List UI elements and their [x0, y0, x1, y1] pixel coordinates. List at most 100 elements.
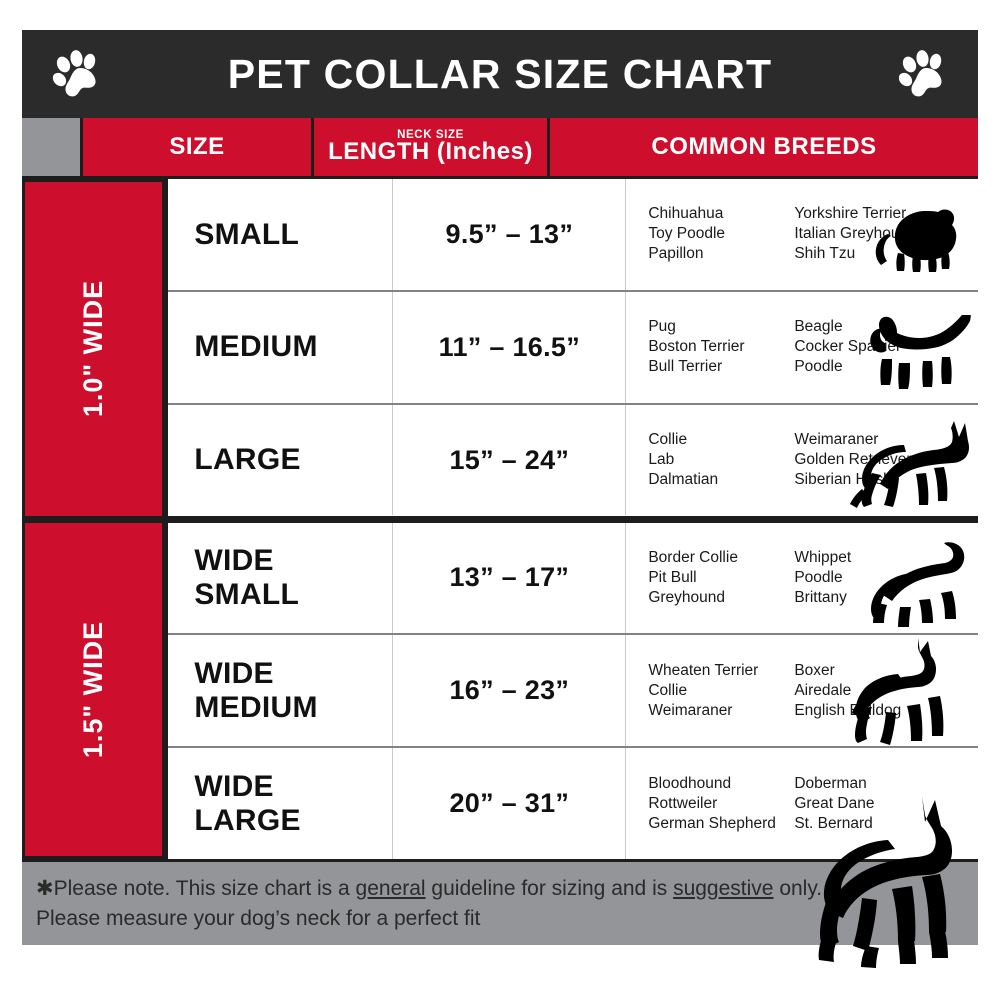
size-group-1-0-wide: SMALL 9.5” – 13” Chihuahua Toy Poodle Pa…: [168, 179, 978, 516]
width-band-1-5: 1.5" WIDE: [25, 522, 163, 856]
footer-note: ✱Please note. This size chart is a gener…: [22, 859, 978, 945]
cell-length: 16” – 23”: [393, 635, 627, 747]
chart-frame: PET COLLAR SIZE CHART SIZE: [22, 30, 978, 975]
footer-line-1: ✱Please note. This size chart is a gener…: [36, 874, 964, 904]
breed-item: Poodle: [794, 568, 843, 586]
breed-item: English Bulldog: [794, 701, 902, 719]
breed-item: Pug: [648, 318, 676, 336]
table-row: WIDE LARGE 20” – 31” Bloodhound Rottweil…: [168, 746, 978, 859]
breed-item: Poodle: [794, 358, 843, 376]
cell-length: 13” – 17”: [393, 522, 627, 634]
column-header-breeds-label: COMMON BREEDS: [651, 132, 877, 160]
breed-item: Lab: [648, 451, 675, 469]
cell-size: LARGE: [168, 404, 394, 516]
column-header-size: SIZE: [83, 118, 311, 176]
breed-item: Toy Poodle: [648, 225, 726, 243]
breed-item: Collie: [648, 681, 688, 699]
column-header-size-label: SIZE: [169, 132, 225, 160]
size-label: SMALL: [194, 217, 300, 251]
width-band-1-5-label: 1.5" WIDE: [78, 620, 109, 758]
breed-item: Weimaraner: [648, 701, 733, 719]
breed-item: Wheaten Terrier: [648, 661, 759, 679]
breed-item: Doberman: [794, 774, 867, 792]
breed-column-1: Chihuahua Toy Poodle Papillon: [648, 204, 794, 264]
cell-size: WIDE LARGE: [168, 748, 394, 859]
column-header-neck-size-label: NECK SIZE: [397, 128, 464, 141]
breed-column-1: Border Collie Pit Bull Greyhound: [648, 548, 794, 608]
breed-item: Airedale: [794, 681, 852, 699]
breed-item: Rottweiler: [648, 794, 718, 812]
breed-column-2: Boxer Airedale English Bulldog: [794, 661, 944, 721]
footer-text-pre: ✱Please note. This size chart is a: [36, 877, 356, 900]
cell-breeds: Pug Boston Terrier Bull Terrier Beagle C…: [626, 292, 978, 403]
column-header-common-breeds: COMMON BREEDS: [550, 118, 978, 176]
table-row: LARGE 15” – 24” Collie Lab Dalmatian Wei…: [168, 402, 978, 516]
cell-length: 9.5” – 13”: [393, 179, 627, 290]
cell-size: MEDIUM: [168, 291, 394, 403]
breed-item: Shih Tzu: [794, 245, 856, 263]
breed-item: Dalmatian: [648, 471, 719, 489]
breed-item: Brittany: [794, 588, 847, 606]
cell-breeds: Collie Lab Dalmatian Weimaraner Golden R…: [626, 405, 978, 516]
paw-print-icon: [896, 46, 950, 102]
breed-item: Greyhound: [648, 588, 726, 606]
table-row: SMALL 9.5” – 13” Chihuahua Toy Poodle Pa…: [168, 179, 978, 290]
column-header-length: NECK SIZE LENGTH (Inches): [314, 118, 547, 176]
breed-column-1: Pug Boston Terrier Bull Terrier: [648, 317, 794, 377]
cell-length: 20” – 31”: [393, 748, 627, 859]
breed-column-1: Collie Lab Dalmatian: [648, 430, 794, 490]
cell-breeds: Border Collie Pit Bull Greyhound Whippet…: [626, 523, 978, 634]
column-header-length-label: LENGTH (Inches): [328, 137, 533, 165]
size-label-line2: MEDIUM: [194, 690, 318, 724]
cell-size: WIDE MEDIUM: [168, 635, 394, 747]
breed-item: Cocker Spaniel: [794, 338, 900, 356]
footer-text-post: only.: [773, 877, 823, 900]
breed-item: Golden Retriever: [794, 451, 912, 469]
breed-column-1: Wheaten Terrier Collie Weimaraner: [648, 661, 794, 721]
size-rows: SMALL 9.5” – 13” Chihuahua Toy Poodle Pa…: [165, 179, 978, 859]
width-band-1-0-label: 1.0" WIDE: [78, 280, 109, 418]
breed-column-2: Beagle Cocker Spaniel Poodle: [794, 317, 944, 377]
breed-item: Boxer: [794, 661, 835, 679]
breed-item: Chihuahua: [648, 205, 724, 223]
breed-item: Great Dane: [794, 794, 875, 812]
breed-column-2: Whippet Poodle Brittany: [794, 548, 944, 608]
breed-item: Weimaraner: [794, 431, 879, 449]
size-label-line1: WIDE: [194, 769, 274, 803]
size-label-line1: WIDE: [194, 657, 274, 691]
breed-item: St. Bernard: [794, 814, 873, 832]
cell-length: 11” – 16.5”: [393, 291, 627, 403]
footer-underline-suggestive: suggestive: [673, 877, 774, 900]
breed-column-2: Yorkshire Terrier Italian Greyhound Shih…: [794, 204, 944, 264]
table-row: WIDE MEDIUM 16” – 23” Wheaten Terrier Co…: [168, 633, 978, 747]
breed-item: Pit Bull: [648, 568, 697, 586]
breed-item: Yorkshire Terrier: [794, 205, 907, 223]
size-label-line2: SMALL: [194, 577, 300, 611]
table-column-headers: SIZE NECK SIZE LENGTH (Inches) COMMON BR…: [22, 118, 978, 179]
paw-print-icon: [50, 46, 104, 102]
breed-item: Border Collie: [648, 548, 738, 566]
table-body: 1.0" WIDE 1.5" WIDE SMALL 9.5” – 13”: [22, 179, 978, 859]
width-rail: 1.0" WIDE 1.5" WIDE: [22, 179, 166, 859]
cell-size: SMALL: [168, 179, 394, 290]
breed-item: Collie: [648, 431, 688, 449]
header-corner-cell: [22, 118, 80, 176]
cell-breeds: Bloodhound Rottweiler German Shepherd Do…: [626, 748, 978, 859]
size-label: LARGE: [194, 443, 301, 477]
table-row: MEDIUM 11” – 16.5” Pug Boston Terrier Bu…: [168, 289, 978, 403]
cell-breeds: Chihuahua Toy Poodle Papillon Yorkshire …: [626, 179, 978, 290]
cell-breeds: Wheaten Terrier Collie Weimaraner Boxer …: [626, 635, 978, 746]
breed-item: German Shepherd: [648, 814, 776, 832]
size-label-line1: WIDE: [194, 544, 274, 578]
breed-item: Siberian Husky: [794, 471, 899, 489]
size-label-line2: LARGE: [194, 803, 301, 837]
breed-item: Bull Terrier: [648, 358, 723, 376]
chart-header: PET COLLAR SIZE CHART: [22, 30, 978, 118]
breed-column-2: Doberman Great Dane St. Bernard: [794, 774, 944, 834]
breed-column-1: Bloodhound Rottweiler German Shepherd: [648, 774, 794, 834]
width-band-1-0: 1.0" WIDE: [25, 182, 163, 516]
breed-item: Bloodhound: [648, 774, 732, 792]
page-title: PET COLLAR SIZE CHART: [227, 50, 773, 97]
size-label: MEDIUM: [194, 330, 318, 364]
